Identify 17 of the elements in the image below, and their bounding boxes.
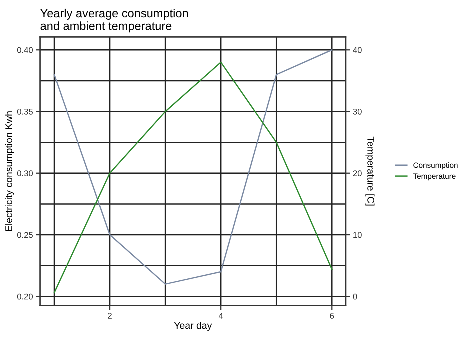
x-tick-label: 4 [218,313,224,319]
y2-tick-label: 40 [353,47,362,54]
y-axis-title: Electricity consumption Kwh [5,112,14,232]
y2-axis-title: Temperature [C] [366,136,375,206]
x-axis-title: Year day [174,322,212,332]
x-tick-label: 2 [108,313,112,319]
y2-tick-label: 30 [353,108,362,115]
y-tick-label: 0.35 [17,108,33,115]
y2-tick-label: 20 [353,170,362,176]
y-tick-label: 0.25 [17,232,33,238]
chart-title: Yearly average consumption and ambient temperature [40,8,188,33]
y-tick-label: 0.40 [17,47,34,54]
y-tick-label: 0.20 [17,294,34,300]
y2-tick-label: 10 [354,232,362,238]
y2-tick-label: 0 [353,294,358,300]
x-tick-label: 6 [330,313,334,319]
y-tick-label: 0.30 [17,170,34,176]
